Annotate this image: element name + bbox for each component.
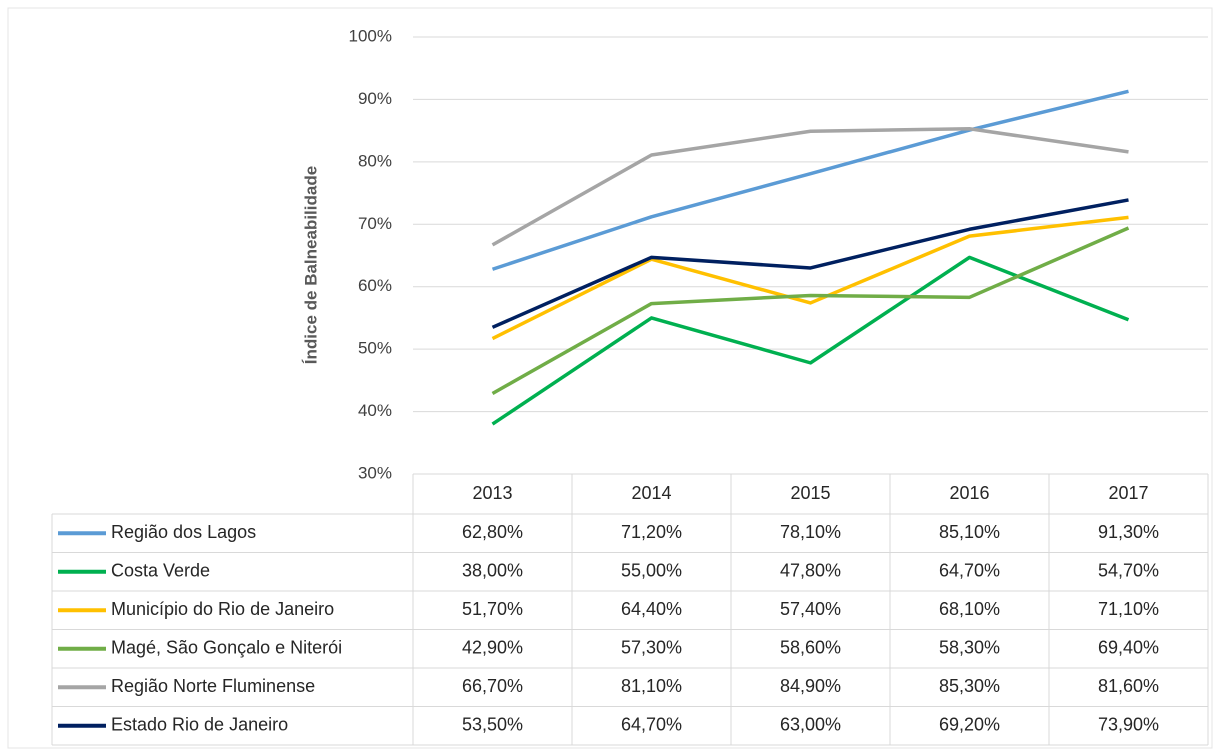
table-cell: 42,90%	[462, 638, 523, 658]
x-tick-label: 2015	[790, 483, 830, 503]
legend-label: Região dos Lagos	[111, 522, 256, 542]
table-cell: 53,50%	[462, 715, 523, 735]
table-cell: 51,70%	[462, 599, 523, 619]
table-cell: 69,40%	[1098, 638, 1159, 658]
series-line	[491, 127, 1129, 247]
table-cell: 85,30%	[939, 676, 1000, 696]
chart-border	[7, 7, 1213, 749]
y-tick-label: 90%	[358, 89, 392, 108]
table-cell: 58,60%	[780, 638, 841, 658]
series-line	[491, 226, 1130, 395]
legend-label: Estado Rio de Janeiro	[111, 715, 288, 735]
y-tick-label: 50%	[358, 339, 392, 358]
series-line	[491, 215, 1129, 341]
x-tick-label: 2014	[631, 483, 671, 503]
y-tick-label: 30%	[358, 463, 392, 482]
y-tick-label: 100%	[349, 26, 392, 45]
table-cell: 62,80%	[462, 522, 523, 542]
y-tick-label: 40%	[358, 401, 392, 420]
y-tick-label: 60%	[358, 276, 392, 295]
table-cell: 91,30%	[1098, 522, 1159, 542]
series-line	[491, 89, 1129, 271]
series-line	[491, 198, 1129, 329]
legend-label: Costa Verde	[111, 561, 210, 581]
x-tick-label: 2013	[472, 483, 512, 503]
table-cell: 73,90%	[1098, 715, 1159, 735]
table-cell: 68,10%	[939, 599, 1000, 619]
table-cell: 64,40%	[621, 599, 682, 619]
table-cell: 84,90%	[780, 676, 841, 696]
table-cell: 47,80%	[780, 561, 841, 581]
legend-label: Região Norte Fluminense	[111, 676, 315, 696]
table-cell: 38,00%	[462, 561, 523, 581]
table-cell: 58,30%	[939, 638, 1000, 658]
table-cell: 69,20%	[939, 715, 1000, 735]
series-line	[491, 255, 1130, 426]
y-tick-label: 80%	[358, 151, 392, 170]
table-cell: 81,10%	[621, 676, 682, 696]
table-cell: 81,60%	[1098, 676, 1159, 696]
table-cell: 71,20%	[621, 522, 682, 542]
table-cell: 64,70%	[939, 561, 1000, 581]
y-axis-label: Índice de Balneabilidade	[301, 166, 320, 364]
table-cell: 78,10%	[780, 522, 841, 542]
table-cell: 57,40%	[780, 599, 841, 619]
legend-label: Magé, São Gonçalo e Niterói	[111, 638, 342, 658]
table-cell: 54,70%	[1098, 561, 1159, 581]
table-cell: 55,00%	[621, 561, 682, 581]
y-tick-label: 70%	[358, 214, 392, 233]
table-cell: 66,70%	[462, 676, 523, 696]
table-cell: 63,00%	[780, 715, 841, 735]
table-cell: 57,30%	[621, 638, 682, 658]
table-cell: 64,70%	[621, 715, 682, 735]
legend-label: Município do Rio de Janeiro	[111, 599, 334, 619]
table-cell: 71,10%	[1098, 599, 1159, 619]
x-tick-label: 2017	[1108, 483, 1148, 503]
table-cell: 85,10%	[939, 522, 1000, 542]
x-tick-label: 2016	[949, 483, 989, 503]
